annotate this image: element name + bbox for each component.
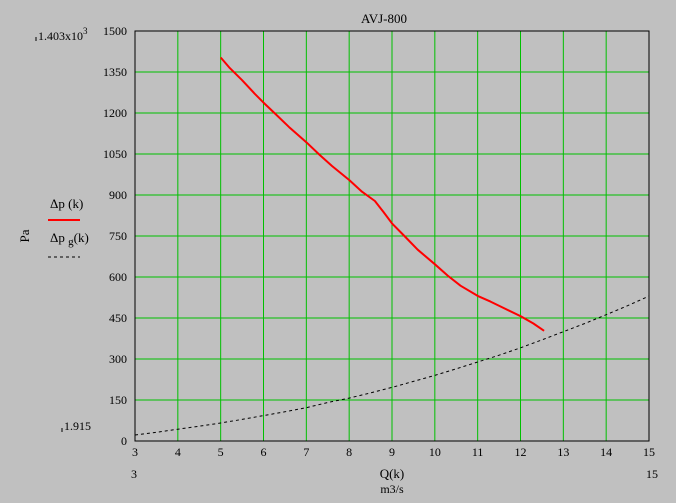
series-line-1 [134,295,650,436]
x-tick-label: 10 [429,445,441,459]
x-tick-label: 7 [303,445,309,459]
y-range-min-label: 1.915 [64,419,91,433]
y-axis-label: Pa [17,229,32,242]
series-line-0 [219,56,545,332]
y-tick-label: 750 [109,229,127,243]
x-tick-label: 14 [600,445,612,459]
legend-entry-delta-p: Δp (k) [50,196,83,211]
x-tick-label: 4 [175,445,181,459]
x-tick-label: 5 [218,445,224,459]
x-tick-label: 9 [389,445,395,459]
y-tick-label: 0 [121,434,127,448]
y-tick-labels: 0 150 300 450 600 750 900 1050 1200 1350 1500 [103,24,127,448]
y-tick-label: 1200 [103,106,127,120]
grid [134,30,650,442]
y-tick-label: 1050 [103,147,127,161]
x-axis-label: Q(k) [380,466,405,481]
x-range-max-label: 15 [646,467,658,481]
y-tick-label: 1350 [103,65,127,79]
legend-entry-delta-p-g: Δp g(k) [50,230,89,248]
y-tick-label: 1500 [103,24,127,38]
x-tick-label: 15 [643,445,655,459]
plot-frame [134,30,650,442]
series-group [134,56,650,436]
x-tick-label: 8 [346,445,352,459]
y-range-max-label: 1.403x103 [38,26,88,43]
y-tick-label: 600 [109,270,127,284]
x-tick-label: 13 [557,445,569,459]
x-tick-label: 12 [515,445,527,459]
x-tick-labels: 3 4 5 6 7 8 9 10 11 12 13 14 15 [132,445,655,459]
x-tick-label: 6 [261,445,267,459]
x-tick-label: 11 [472,445,484,459]
y-tick-label: 150 [109,393,127,407]
y-tick-label: 450 [109,311,127,325]
legend: Δp (k) Δp g(k) [48,196,89,258]
chart-title: AVJ-800 [361,11,407,26]
y-tick-label: 300 [109,352,127,366]
x-axis-unit: m3/s [380,482,404,496]
x-tick-label: 3 [132,445,138,459]
y-tick-label: 900 [109,188,127,202]
x-range-min-label: 3 [131,467,137,481]
